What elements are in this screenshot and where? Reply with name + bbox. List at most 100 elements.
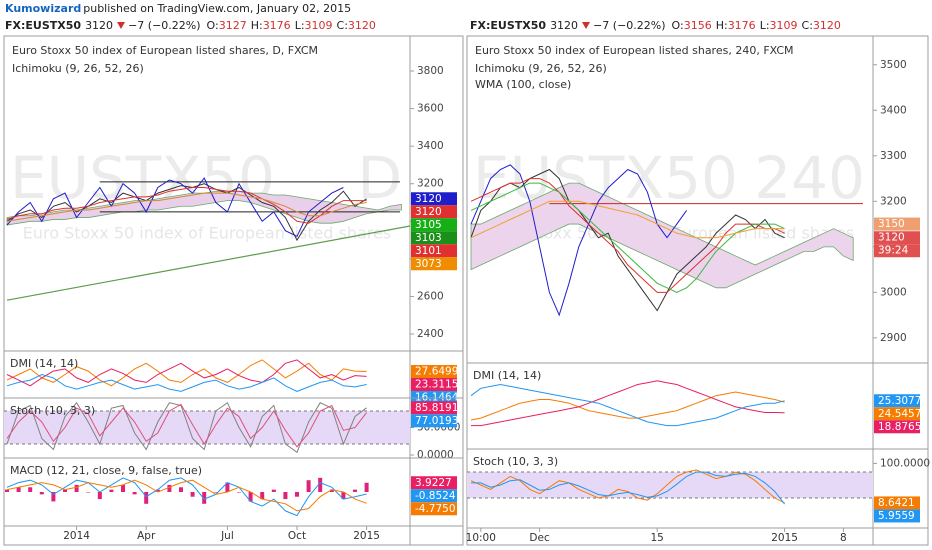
price-badge-label: 3.9227 xyxy=(415,477,452,489)
series-line xyxy=(6,187,367,224)
x-tick-label: Oct xyxy=(288,530,306,542)
pane xyxy=(467,469,873,505)
series-line xyxy=(470,182,785,293)
histogram-bar xyxy=(16,487,21,492)
price-badge xyxy=(874,394,920,408)
series-line xyxy=(6,403,367,448)
x-tick-label: Jul xyxy=(220,530,234,542)
x-tick-label: 10:00 xyxy=(466,532,496,544)
y-tick-label: 3800 xyxy=(417,65,444,77)
price-badge xyxy=(411,378,457,392)
y-tick-label: 2900 xyxy=(880,332,907,344)
price-badge-label: 23.3115 xyxy=(415,379,458,391)
histogram-bar xyxy=(74,484,79,492)
price-badge xyxy=(411,192,457,206)
price-badge xyxy=(411,401,457,415)
pane-title: MACD (12, 21, close, 9, false, true) xyxy=(10,464,202,477)
x-tick-label: 2015 xyxy=(353,530,380,542)
ohlc-value: 3109 xyxy=(769,19,798,32)
price-badge xyxy=(411,414,457,428)
histogram-bar xyxy=(144,492,149,504)
y-tick-label: 3000 xyxy=(880,286,907,298)
price-badge-label: 3105 xyxy=(415,219,442,231)
y-tick-label: 3400 xyxy=(880,104,907,116)
histogram-bar xyxy=(225,482,230,492)
price-badge-label: 77.0193 xyxy=(415,415,458,427)
series-line xyxy=(6,401,367,454)
x-tick-label: Apr xyxy=(137,530,156,542)
series-line xyxy=(470,200,785,239)
histogram-bar xyxy=(121,484,125,492)
countdown: 39:24 xyxy=(878,245,909,257)
ohlc-value: 3127 xyxy=(218,19,247,32)
histogram-bar xyxy=(51,492,56,502)
ohlc-label: C: xyxy=(336,19,348,32)
ohlc-label: O: xyxy=(671,19,684,32)
histogram-bar xyxy=(97,492,102,500)
symbol-header: FX:EUSTX50 3120 −7 (−0.22%) O:3127 H:3176 L:3… xyxy=(5,19,380,32)
author[interactable]: Kumowizard xyxy=(5,2,82,15)
y-tick-label: 0.0000 xyxy=(417,449,454,461)
price-badge xyxy=(411,476,457,490)
ohlc-value: 3156 xyxy=(683,19,712,32)
histogram-bar xyxy=(237,492,241,493)
histogram-bar xyxy=(109,489,114,492)
price-badge xyxy=(411,231,457,245)
y-tick-label: 3200 xyxy=(417,178,444,190)
y-tick-label: 3600 xyxy=(417,103,444,115)
histogram-bar xyxy=(86,492,91,493)
price-badge-label: -0.8524 xyxy=(415,490,456,502)
pane xyxy=(6,359,367,392)
price-badge-label: 25.3077 xyxy=(878,395,921,407)
y-tick-label: 2400 xyxy=(417,328,444,340)
price-badge-label: 3120 xyxy=(415,206,442,218)
x-tick-label: Dec xyxy=(529,532,550,544)
down-arrow xyxy=(582,22,591,29)
down-arrow xyxy=(117,22,126,29)
x-tick-label: 2015 xyxy=(771,532,798,544)
ichimoku-cloud xyxy=(470,182,854,289)
histogram-bar xyxy=(179,487,183,492)
series-line xyxy=(470,469,785,504)
symbol: FX:EUSTX50 xyxy=(5,19,82,32)
ohlc-value: 3120 xyxy=(347,19,376,32)
chart-title: Euro Stoxx 50 index of European listed s… xyxy=(475,44,794,57)
price-badge-label: 3101 xyxy=(415,245,442,257)
histogram-bar xyxy=(63,489,67,492)
change: −7 (−0.22%) xyxy=(593,19,666,32)
price-badge xyxy=(411,502,457,516)
series-line xyxy=(6,192,367,222)
series-line xyxy=(471,380,785,427)
x-tick-label: 8 xyxy=(840,532,847,544)
x-tick-label: 15 xyxy=(651,532,664,544)
series-line xyxy=(6,359,367,387)
indicator-name: Ichimoku (9, 26, 52, 26) xyxy=(475,62,607,75)
x-tick-label: 2014 xyxy=(63,530,90,542)
y-tick-label: 3200 xyxy=(880,195,907,207)
watermark-description: Euro Stoxx 50 index of European listed s… xyxy=(23,224,391,243)
y-tick-label: 3400 xyxy=(417,140,444,152)
ohlc-label: L: xyxy=(294,19,305,32)
y-tick-label: 3300 xyxy=(880,150,907,162)
series-line xyxy=(470,391,785,421)
histogram-bar xyxy=(155,489,160,492)
indicator-name: Ichimoku (9, 26, 52, 26) xyxy=(12,62,144,75)
histogram-bar xyxy=(39,492,44,495)
ohlc-label: C: xyxy=(801,19,813,32)
price-badge-label: 3150 xyxy=(878,218,905,230)
series-line xyxy=(470,178,785,293)
price-badge-label: 3073 xyxy=(415,258,442,270)
price-badge xyxy=(411,244,457,258)
symbol: FX:EUSTX50 xyxy=(470,19,547,32)
histogram-bar xyxy=(318,477,323,492)
ohlc-value: 3109 xyxy=(304,19,333,32)
price-badge-label: 5.9559 xyxy=(878,510,915,522)
histogram-bar xyxy=(167,484,172,492)
stoch-band xyxy=(467,472,873,499)
histogram-bar xyxy=(283,492,288,500)
ohlc-value: 3176 xyxy=(727,19,756,32)
chart-frame xyxy=(466,35,929,546)
ohlc-value: 3120 xyxy=(812,19,841,32)
